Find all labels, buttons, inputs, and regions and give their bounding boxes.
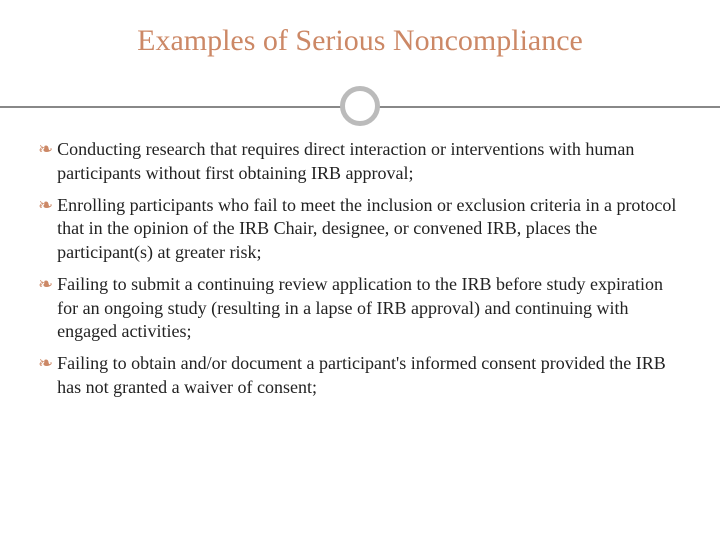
list-item: ❧ Failing to submit a continuing review … bbox=[38, 273, 682, 344]
slide-container: Examples of Serious Noncompliance ❧ Cond… bbox=[0, 0, 720, 540]
slide-title: Examples of Serious Noncompliance bbox=[36, 24, 684, 58]
list-item-text: Failing to obtain and/or document a part… bbox=[57, 352, 682, 400]
bullet-list: ❧ Conducting research that requires dire… bbox=[36, 138, 684, 400]
list-item-text: Failing to submit a continuing review ap… bbox=[57, 273, 682, 344]
bullet-icon: ❧ bbox=[38, 352, 53, 376]
bullet-icon: ❧ bbox=[38, 194, 53, 218]
list-item-text: Conducting research that requires direct… bbox=[57, 138, 682, 186]
divider-circle-icon bbox=[340, 86, 380, 126]
list-item-text: Enrolling participants who fail to meet … bbox=[57, 194, 682, 265]
list-item: ❧ Failing to obtain and/or document a pa… bbox=[38, 352, 682, 400]
bullet-icon: ❧ bbox=[38, 138, 53, 162]
bullet-icon: ❧ bbox=[38, 273, 53, 297]
list-item: ❧ Enrolling participants who fail to mee… bbox=[38, 194, 682, 265]
list-item: ❧ Conducting research that requires dire… bbox=[38, 138, 682, 186]
divider bbox=[36, 86, 684, 126]
